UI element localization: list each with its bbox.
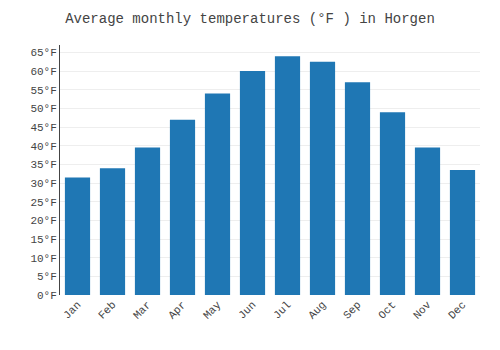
svg-text:Sep: Sep bbox=[341, 299, 363, 321]
svg-text:60°F: 60°F bbox=[30, 66, 56, 78]
svg-text:Nov: Nov bbox=[411, 299, 434, 322]
svg-text:Jan: Jan bbox=[61, 299, 83, 321]
svg-text:20°F: 20°F bbox=[30, 215, 56, 227]
svg-text:50°F: 50°F bbox=[30, 103, 56, 115]
svg-text:Aug: Aug bbox=[306, 299, 328, 321]
svg-text:25°F: 25°F bbox=[30, 197, 56, 209]
svg-text:Feb: Feb bbox=[96, 299, 118, 321]
svg-text:Oct: Oct bbox=[376, 299, 398, 321]
svg-text:0°F: 0°F bbox=[37, 290, 57, 302]
svg-text:Apr: Apr bbox=[166, 299, 188, 321]
svg-text:Jul: Jul bbox=[271, 299, 293, 321]
svg-text:65°F: 65°F bbox=[30, 47, 56, 59]
svg-text:10°F: 10°F bbox=[30, 253, 56, 265]
svg-text:30°F: 30°F bbox=[30, 178, 56, 190]
svg-text:Average monthly temperatures (: Average monthly temperatures (°F ) in Ho… bbox=[65, 11, 435, 27]
svg-text:Jun: Jun bbox=[236, 299, 258, 321]
svg-text:40°F: 40°F bbox=[30, 141, 56, 153]
svg-text:5°F: 5°F bbox=[37, 271, 57, 283]
svg-text:15°F: 15°F bbox=[30, 234, 56, 246]
svg-text:Dec: Dec bbox=[446, 299, 468, 321]
svg-text:Mar: Mar bbox=[131, 299, 153, 321]
svg-text:35°F: 35°F bbox=[30, 159, 56, 171]
svg-text:May: May bbox=[201, 299, 224, 322]
svg-text:55°F: 55°F bbox=[30, 85, 56, 97]
svg-text:45°F: 45°F bbox=[30, 122, 56, 134]
